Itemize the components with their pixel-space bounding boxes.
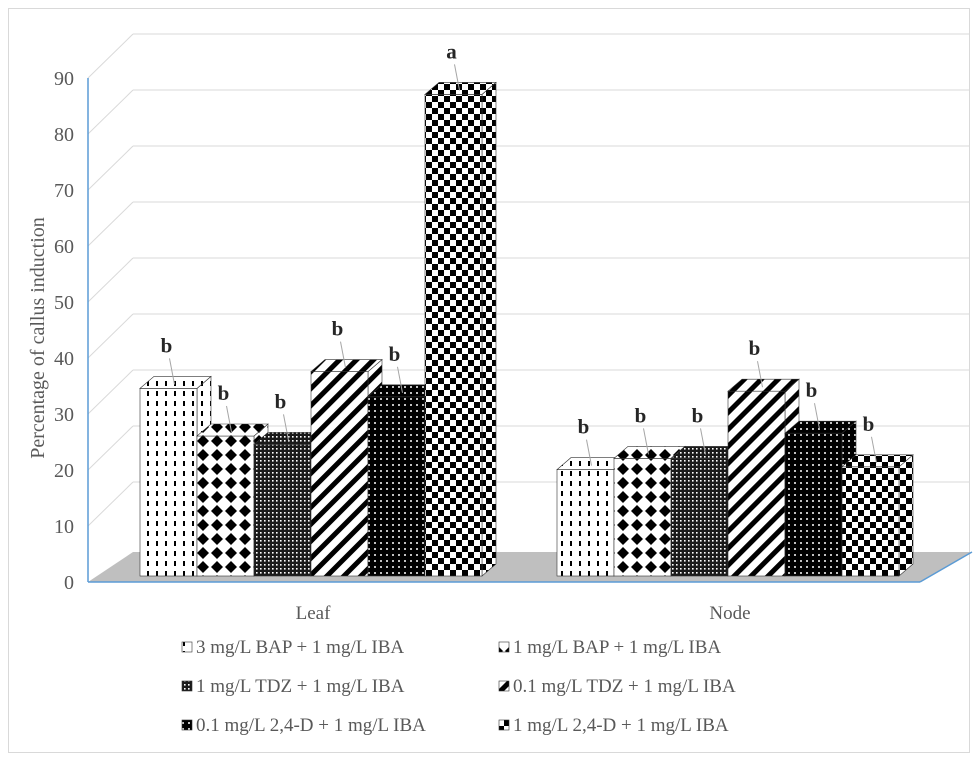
- category-label: Leaf: [296, 603, 331, 624]
- legend-item: 1 mg/L 2,4-D + 1 mg/L IBA: [498, 715, 729, 736]
- bar-front: [367, 396, 426, 577]
- data-label: b: [389, 342, 401, 366]
- y-tick-label: 0: [64, 572, 74, 594]
- legend: 3 mg/L BAP + 1 mg/L IBA 1 mg/L BAP + 1 mg…: [181, 637, 736, 736]
- data-label-leader: [340, 341, 346, 368]
- y-tick-label: 30: [54, 404, 74, 426]
- y-axis-label: Percentage of callus induction: [27, 217, 49, 459]
- data-label: b: [749, 336, 761, 360]
- bar-front: [613, 458, 672, 577]
- gridline-depth: [87, 33, 134, 79]
- y-tick-label: 70: [54, 180, 74, 202]
- bar-top: [784, 420, 857, 434]
- bar-front: [727, 390, 786, 577]
- bar-top: [424, 82, 497, 95]
- data-label-leader: [169, 358, 175, 385]
- bar-top: [310, 359, 383, 372]
- bar-front: [196, 435, 255, 577]
- floor-edge: [919, 551, 973, 583]
- data-label: b: [275, 389, 287, 413]
- data-label: b: [806, 378, 818, 402]
- bar-front: [670, 458, 729, 577]
- gridline-depth: [87, 201, 134, 247]
- bars: [139, 81, 914, 577]
- gridline-depth: [87, 89, 134, 135]
- data-label: b: [863, 412, 875, 436]
- data-label-leader: [586, 439, 592, 466]
- y-axis: 0 10 20 30 40 50 60 70 80 90: [54, 68, 89, 594]
- y-tick-label: 90: [54, 68, 74, 90]
- bar-side: [898, 454, 914, 577]
- bar-front: [841, 466, 900, 577]
- bar-front: [784, 432, 843, 577]
- bar-front: [424, 94, 483, 577]
- y-tick-label: 50: [54, 292, 74, 314]
- bar-front: [139, 388, 198, 577]
- bar-front: [310, 371, 369, 577]
- gridline-depth: [87, 313, 134, 359]
- legend-swatch: [498, 641, 510, 653]
- data-labels: b b b b b a b b b b b b: [161, 39, 877, 466]
- data-label: b: [692, 403, 704, 427]
- data-label-leader: [700, 428, 706, 455]
- data-label: b: [635, 403, 647, 427]
- legend-swatch: [181, 719, 193, 731]
- y-tick-label: 80: [54, 124, 74, 146]
- data-label-leader: [643, 428, 649, 455]
- x-axis: Leaf Node: [296, 603, 751, 624]
- gridline-depth: [87, 425, 134, 471]
- bar-top: [139, 376, 212, 389]
- bar-front: [556, 469, 615, 577]
- data-label: b: [161, 333, 173, 357]
- data-label: b: [218, 381, 230, 405]
- bar-top: [727, 378, 800, 392]
- legend-swatch: [181, 680, 193, 692]
- legend-swatch: [498, 719, 510, 731]
- bar-front: [253, 444, 312, 577]
- legend-item: 0.1 mg/L 2,4-D + 1 mg/L IBA: [181, 715, 426, 736]
- data-label-leader: [814, 403, 820, 430]
- bar: [424, 81, 497, 577]
- legend-label: 0.1 mg/L 2,4-D + 1 mg/L IBA: [196, 715, 426, 736]
- legend-label: 3 mg/L BAP + 1 mg/L IBA: [196, 637, 404, 658]
- data-label-leader: [757, 361, 763, 388]
- legend-item: 0.1 mg/L TDZ + 1 mg/L IBA: [498, 676, 736, 697]
- legend-label: 0.1 mg/L TDZ + 1 mg/L IBA: [513, 676, 736, 697]
- y-tick-label: 60: [54, 236, 74, 258]
- data-label: a: [446, 39, 457, 63]
- data-label-leader: [454, 64, 460, 91]
- data-label: b: [332, 317, 344, 341]
- category-label: Node: [709, 603, 750, 624]
- legend-item: 1 mg/L BAP + 1 mg/L IBA: [498, 637, 721, 658]
- legend-swatch: [498, 680, 510, 692]
- y-tick-label: 20: [54, 460, 74, 482]
- gridline-depth: [87, 369, 134, 415]
- gridline-depth: [87, 145, 134, 191]
- bar: [841, 454, 914, 577]
- gridline-depth: [87, 481, 134, 527]
- data-label-leader: [871, 436, 877, 463]
- y-tick-label: 10: [54, 516, 74, 538]
- legend-item: 1 mg/L TDZ + 1 mg/L IBA: [181, 676, 405, 697]
- data-label: b: [578, 415, 590, 439]
- legend-swatch: [181, 641, 193, 653]
- data-label-leader: [226, 405, 232, 433]
- legend-item: 3 mg/L BAP + 1 mg/L IBA: [181, 637, 404, 658]
- data-label-leader: [283, 414, 289, 441]
- legend-label: 1 mg/L BAP + 1 mg/L IBA: [513, 637, 721, 658]
- bar-side: [481, 81, 497, 577]
- y-tick-label: 40: [54, 348, 74, 370]
- bar-top: [196, 423, 269, 437]
- gridline-depth: [87, 257, 134, 303]
- legend-label: 1 mg/L TDZ + 1 mg/L IBA: [196, 676, 405, 697]
- data-label-leader: [397, 366, 403, 393]
- bar-top: [841, 454, 914, 468]
- legend-label: 1 mg/L 2,4-D + 1 mg/L IBA: [513, 715, 729, 736]
